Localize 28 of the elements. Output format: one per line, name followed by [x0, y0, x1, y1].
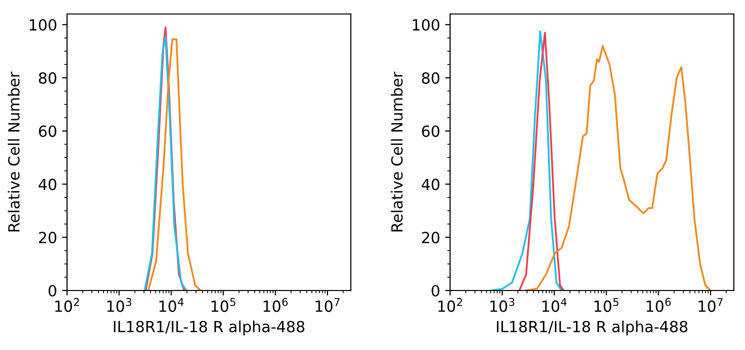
x-axis-title: IL18R1/IL-18 R alpha-488	[114, 320, 304, 336]
y-tick-label: 40	[38, 178, 56, 190]
y-tick-label: 20	[39, 232, 56, 244]
y-tick-label: 40	[422, 178, 440, 190]
x-tick-label: 10$^{7}$	[698, 298, 723, 312]
x-tick-label: 10$^{2}$	[55, 298, 79, 312]
y-axis-title: Relative Cell Number	[8, 72, 20, 232]
y-tick-label: 80	[38, 72, 56, 84]
x-tick-label: 10$^{7}$	[316, 298, 340, 312]
x-tick-label: 10$^{4}$	[159, 298, 184, 312]
y-tick-label: 100	[412, 19, 440, 31]
x-tick-label: 10$^{5}$	[594, 298, 618, 312]
x-tick-label: 10$^{6}$	[646, 298, 671, 312]
x-tick-label: 10$^{2}$	[438, 298, 462, 312]
y-tick-label: 60	[38, 125, 56, 137]
x-tick-label: 10$^{6}$	[264, 298, 288, 312]
y-tick-label: 60	[422, 125, 440, 137]
x-axis-title: IL18R1/IL-18 R alpha-488	[496, 320, 688, 336]
y-axis-title: Relative Cell Number	[390, 72, 403, 232]
y-tick-label: 80	[422, 72, 440, 84]
y-tick-label: 0	[48, 284, 56, 297]
y-tick-label: 100	[30, 19, 56, 31]
y-tick-label: 20	[422, 232, 440, 244]
y-tick-label: 0	[432, 284, 440, 297]
x-tick-label: 10$^{4}$	[542, 298, 567, 312]
x-tick-label: 10$^{5}$	[212, 298, 236, 312]
x-tick-label: 10$^{3}$	[490, 298, 514, 312]
x-tick-label: 10$^{3}$	[107, 298, 132, 312]
